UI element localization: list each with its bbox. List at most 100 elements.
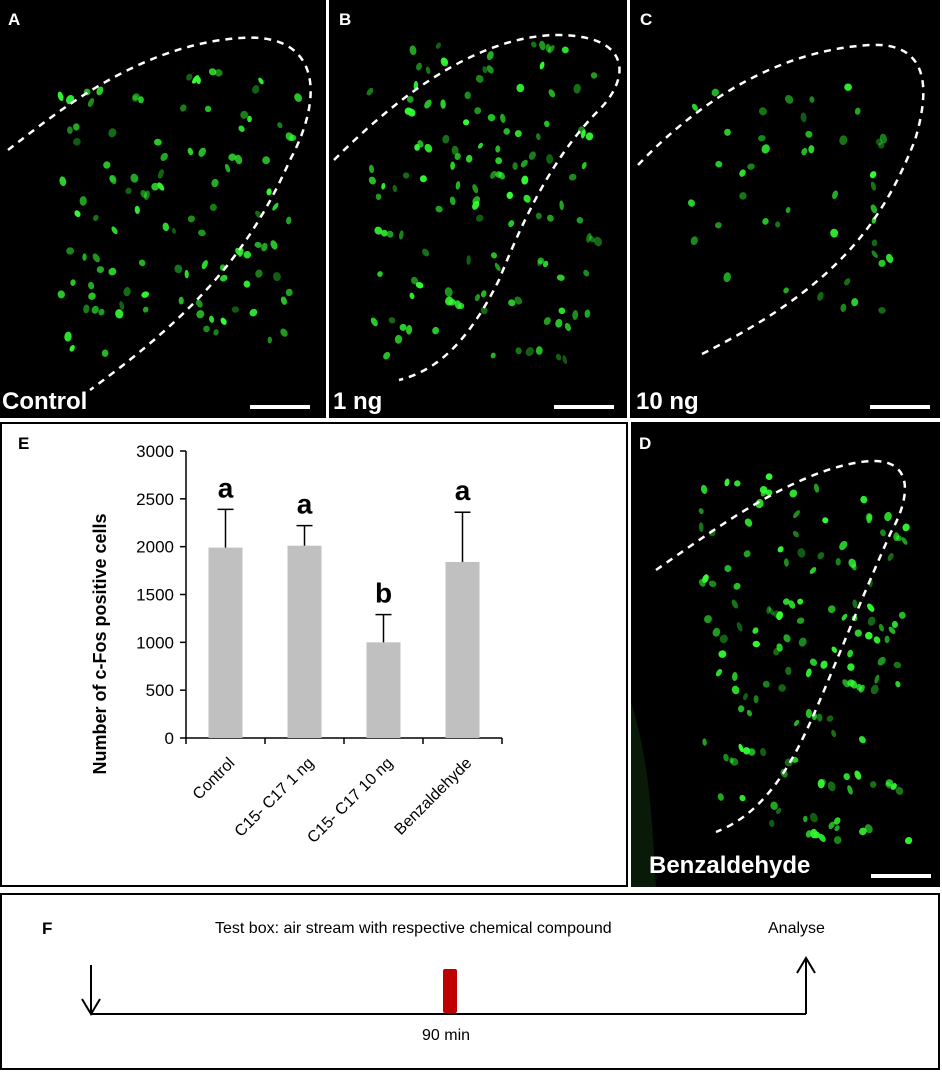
nucleus <box>464 91 471 100</box>
scale-bar <box>870 405 930 409</box>
nucleus <box>739 192 747 200</box>
nucleus <box>209 315 215 323</box>
nucleus <box>247 115 252 123</box>
nucleus <box>542 260 549 268</box>
nucleus <box>581 161 587 170</box>
nucleus <box>203 325 210 333</box>
nucleus <box>424 99 432 109</box>
nucleus <box>766 605 771 614</box>
nucleus <box>386 230 394 238</box>
nucleus <box>73 137 81 146</box>
scale-bar <box>554 405 614 409</box>
nucleus <box>773 610 781 619</box>
nucleus <box>687 199 696 207</box>
nucleus <box>208 68 217 76</box>
nucleus <box>377 271 383 277</box>
nucleus <box>690 236 698 246</box>
nucleus <box>500 113 506 124</box>
nucleus <box>544 120 550 128</box>
nucleus <box>874 674 880 684</box>
nucleus <box>366 87 374 96</box>
nucleus <box>410 276 419 285</box>
nucleus <box>867 616 876 626</box>
nucleus <box>409 45 417 56</box>
nucleus <box>490 170 497 179</box>
nucleus <box>715 669 723 677</box>
nucleus <box>711 88 719 97</box>
nucleus <box>64 331 72 342</box>
nucleus <box>70 279 76 286</box>
tissue-b <box>333 33 621 382</box>
nucleus <box>801 147 808 156</box>
nucleus <box>249 308 258 317</box>
test-box-text: Test box: air stream with respective che… <box>215 920 612 937</box>
nucleus <box>712 627 721 637</box>
nucleus <box>835 558 841 566</box>
nucleus <box>590 72 598 79</box>
nucleus <box>82 253 87 261</box>
nucleus <box>572 310 579 320</box>
nucleus <box>783 634 791 643</box>
nucleus <box>847 679 855 687</box>
nucleus <box>854 770 862 780</box>
nucleus <box>556 353 562 361</box>
nucleus <box>472 184 479 194</box>
nucleus <box>192 75 200 84</box>
y-tick-label: 1500 <box>136 586 174 605</box>
nucleus <box>785 207 791 214</box>
end-arrow-icon <box>796 956 816 974</box>
nucleus <box>270 240 278 250</box>
nucleus <box>231 306 239 313</box>
nucleus <box>739 794 746 802</box>
nucleus <box>66 126 73 134</box>
nucleus <box>810 828 818 839</box>
nucleus <box>792 530 799 538</box>
panel-label: D <box>639 434 652 453</box>
nucleus <box>539 61 545 70</box>
y-tick-label: 2500 <box>136 490 174 509</box>
tissue-a <box>7 36 312 392</box>
nucleus <box>895 680 901 688</box>
nucleus <box>593 236 602 247</box>
nucleus <box>752 627 759 634</box>
nucleus <box>820 778 827 786</box>
nucleus <box>57 290 66 299</box>
nucleus <box>715 222 722 229</box>
nucleus <box>884 635 890 644</box>
condition-label: 10 ng <box>636 388 699 415</box>
nucleus <box>870 204 878 214</box>
nucleus <box>83 304 90 314</box>
nucleus <box>157 182 165 191</box>
nucleus <box>797 598 804 605</box>
nucleus <box>805 708 813 719</box>
nucleus <box>777 546 784 553</box>
nucleus <box>480 306 488 315</box>
nucleus <box>198 147 206 157</box>
nucleus <box>545 43 551 53</box>
duration-text: 90 min <box>422 1027 471 1044</box>
nucleus <box>432 326 440 335</box>
nucleus <box>890 783 897 790</box>
nucleus <box>134 205 140 214</box>
nucleus <box>746 709 753 717</box>
nucleus <box>736 622 743 632</box>
nucleus <box>827 605 836 614</box>
nucleus <box>747 163 755 170</box>
region-outline <box>637 43 925 357</box>
nucleus <box>74 210 81 218</box>
nucleus <box>839 135 848 146</box>
nucleus <box>435 42 441 49</box>
nucleus <box>555 318 563 328</box>
nucleus <box>228 153 237 161</box>
condition-label: 1 ng <box>333 388 383 415</box>
nucleus <box>196 310 205 319</box>
nucleus <box>277 122 283 129</box>
nucleus <box>893 661 902 669</box>
nucleus <box>833 817 841 825</box>
nucleus <box>368 176 376 185</box>
nucleus <box>132 93 140 101</box>
nucleus <box>877 656 886 666</box>
nucleus <box>262 156 271 165</box>
nucleus <box>559 200 564 211</box>
nucleus <box>844 278 851 286</box>
